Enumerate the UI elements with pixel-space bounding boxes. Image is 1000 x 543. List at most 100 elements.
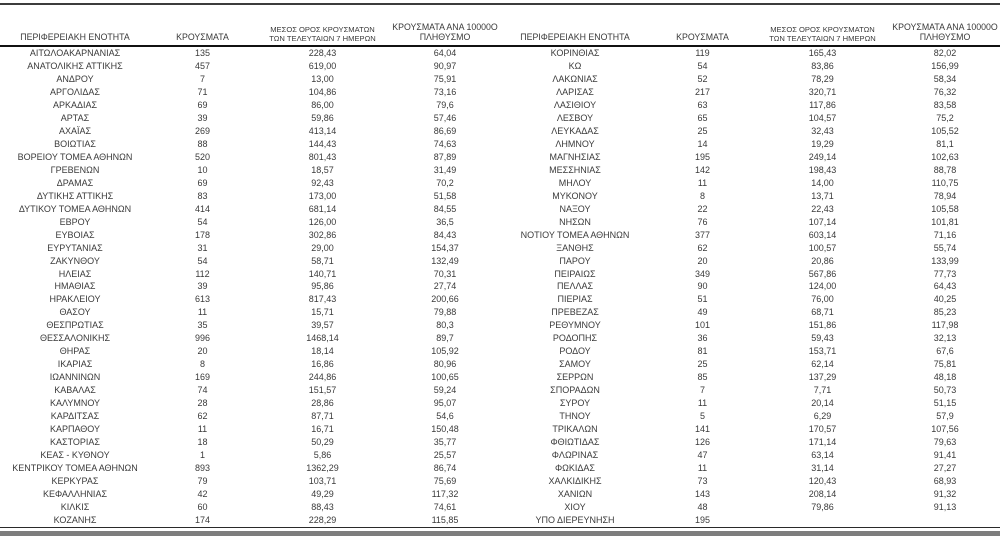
region-name-cell: ΛΑΚΩΝΙΑΣ <box>552 73 598 84</box>
value-cell: 64,04 <box>433 48 457 59</box>
value-cell: 50,29 <box>311 437 334 448</box>
region-name-cell: ΚΕΑΣ - ΚΥΘΝΟΥ <box>40 450 110 461</box>
value-cell: 32,43 <box>811 125 834 136</box>
value-cell: 73 <box>697 476 708 486</box>
value-cell: 59,43 <box>811 333 834 344</box>
value-cell: 613 <box>194 294 211 305</box>
header-region-right: ΠΕΡΙΦΕΡΕΙΑΚΗ ΕΝΟΤΗΤΑ <box>520 32 630 43</box>
value-cell: 996 <box>194 333 211 344</box>
value-cell: 132,49 <box>431 255 459 266</box>
region-name-cell: ΦΘΙΩΤΙΔΑΣ <box>550 437 600 448</box>
region-name-cell: ΤΡΙΚΑΛΩΝ <box>552 424 598 435</box>
region-name-cell: ΝΑΞΟΥ <box>559 203 591 214</box>
value-cell: 11 <box>197 307 208 318</box>
value-cell: 36 <box>697 333 708 344</box>
table-row: ΔΥΤΙΚΗΣ ΑΤΤΙΚΗΣ 83 173,00 51,58 ΜΥΚΟΝΟΥ 8 13,7… <box>0 190 1000 203</box>
value-cell: 457 <box>194 61 211 71</box>
value-cell: 27,27 <box>933 463 957 474</box>
value-cell: 86,00 <box>311 99 334 110</box>
value-cell: 104,57 <box>808 112 837 123</box>
region-name-cell: ΑΡΚΑΔΙΑΣ <box>52 99 98 110</box>
value-cell: 893 <box>194 463 211 474</box>
value-cell: 28 <box>197 398 208 409</box>
value-cell: 22,43 <box>811 203 834 214</box>
value-cell: 169 <box>194 372 211 383</box>
value-cell: 39 <box>197 112 208 123</box>
region-name-cell: ΔΡΑΜΑΣ <box>56 177 94 188</box>
value-cell: 377 <box>694 229 711 240</box>
value-cell: 87,71 <box>311 411 334 422</box>
value-cell: 59,86 <box>311 112 334 123</box>
value-cell: 28,86 <box>311 398 334 409</box>
region-name-cell: ΓΡΕΒΕΝΩΝ <box>50 164 100 175</box>
value-cell: 228,29 <box>308 514 337 525</box>
value-cell: 249,14 <box>808 151 837 162</box>
region-name-cell: ΤΗΝΟΥ <box>559 411 591 422</box>
value-cell: 14,00 <box>811 177 834 188</box>
value-cell: 126 <box>694 437 711 448</box>
table-row: ΙΚΑΡΙΑΣ 8 16,86 80,96 ΣΑΜΟΥ 25 62,14 75,81 <box>0 358 1000 371</box>
value-cell: 84,55 <box>433 203 457 214</box>
value-cell: 54,6 <box>436 411 454 422</box>
value-cell: 50,73 <box>933 385 957 396</box>
value-cell: 7 <box>199 73 205 84</box>
value-cell: 10 <box>197 164 208 175</box>
value-cell: 48,18 <box>933 372 957 383</box>
value-cell: 567,86 <box>808 268 837 279</box>
value-cell: 78,94 <box>933 190 957 201</box>
region-name-cell: ΔΥΤΙΚΗΣ ΑΤΤΙΚΗΣ <box>36 190 114 201</box>
table-header-row: ΠΕΡΙΦΕΡΕΙΑΚΗ ΕΝΟΤΗΤΑ ΚΡΟΥΣΜΑΤΑ ΜΕΣΟΣ ΟΡΟ… <box>0 4 1000 47</box>
value-cell: 801,43 <box>308 151 337 162</box>
value-cell: 413,14 <box>308 125 337 136</box>
region-name-cell: ΠΕΙΡΑΙΩΣ <box>554 268 596 279</box>
region-name-cell: ΒΟΙΩΤΙΑΣ <box>54 138 96 149</box>
region-name-cell: ΣΥΡΟΥ <box>559 398 591 409</box>
value-cell: 81,1 <box>936 138 954 149</box>
region-name-cell: ΦΩΚΙΔΑΣ <box>555 463 595 474</box>
region-name-cell: ΖΑΚΥΝΘΟΥ <box>50 255 100 266</box>
region-name-cell: ΚΕΡΚΥΡΑΣ <box>51 476 99 486</box>
table-row: ΚΑΡΠΑΘΟΥ 11 16,71 150,48 ΤΡΙΚΑΛΩΝ 141 170,57 10… <box>0 423 1000 436</box>
table-row: ΚΑΣΤΟΡΙΑΣ 18 50,29 35,77 ΦΘΙΩΤΙΔΑΣ 126 171,14 7… <box>0 436 1000 449</box>
region-name-cell: ΗΡΑΚΛΕΙΟΥ <box>49 294 101 305</box>
value-cell: 817,43 <box>308 294 337 305</box>
table-row: ΚΕΑΣ - ΚΥΘΝΟΥ 1 5,86 25,57 ΦΛΩΡΙΝΑΣ 47 63,14 91… <box>0 449 1000 462</box>
table-row: ΚΑΛΥΜΝΟΥ 28 28,86 95,07 ΣΥΡΟΥ 11 20,14 51,15 <box>0 397 1000 410</box>
value-cell: 91,32 <box>933 488 957 499</box>
value-cell: 120,43 <box>808 476 837 486</box>
table-row: ΘΗΡΑΣ 20 18,14 105,92 ΡΟΔΟΥ 81 153,71 67,6 <box>0 345 1000 358</box>
value-cell: 82,02 <box>933 48 957 59</box>
value-cell: 178 <box>194 229 211 240</box>
header-per100k-right: ΚΡΟΥΣΜΑΤΑ ΑΝΑ 10000Ο ΠΛΗΘΥΣΜΟ <box>890 22 1000 45</box>
value-cell: 67,6 <box>936 346 954 357</box>
value-cell: 107,56 <box>931 424 959 435</box>
value-cell: 85 <box>697 372 708 383</box>
region-name-cell: ΝΗΣΩΝ <box>559 216 591 227</box>
value-cell: 135 <box>194 48 211 59</box>
value-cell: 74 <box>197 385 208 396</box>
value-cell: 54 <box>197 255 208 266</box>
top-border-rule <box>0 3 1000 5</box>
region-name-cell: ΚΑΛΥΜΝΟΥ <box>49 398 101 409</box>
value-cell: 105,58 <box>931 203 959 214</box>
region-name-cell: ΚΟΡΙΝΘΙΑΣ <box>550 48 600 59</box>
value-cell: 143 <box>694 488 711 499</box>
value-cell: 141 <box>694 424 711 435</box>
value-cell: 71 <box>197 86 208 97</box>
value-cell: 59,24 <box>433 385 457 396</box>
value-cell: 11 <box>697 177 708 188</box>
value-cell: 85,23 <box>933 307 957 318</box>
region-name-cell: ΡΕΘΥΜΝΟΥ <box>549 320 601 331</box>
value-cell: 57,9 <box>936 411 954 422</box>
value-cell: 7,71 <box>813 385 832 396</box>
header-avg7-left-line2: ΤΩΝ ΤΕΛΕΥΤΑΙΩΝ 7 ΗΜΕΡΩΝ <box>269 33 376 43</box>
table-row: ΑΡΓΟΛΙΔΑΣ 71 104,86 73,16 ΛΑΡΙΣΑΣ 217 320,71 76… <box>0 86 1000 99</box>
region-name-cell: ΕΒΡΟΥ <box>59 216 91 227</box>
value-cell: 51 <box>697 294 708 305</box>
region-name-cell: ΚΑΡΠΑΘΟΥ <box>49 424 101 435</box>
value-cell: 18,14 <box>311 346 334 357</box>
value-cell: 16,86 <box>311 359 334 370</box>
value-cell: 198,43 <box>808 164 837 175</box>
table-row: ΔΥΤΙΚΟΥ ΤΟΜΕΑ ΑΘΗΝΩΝ 414 681,14 84,55 ΝΑΞΟΥ 2… <box>0 203 1000 216</box>
value-cell: 22 <box>697 203 708 214</box>
